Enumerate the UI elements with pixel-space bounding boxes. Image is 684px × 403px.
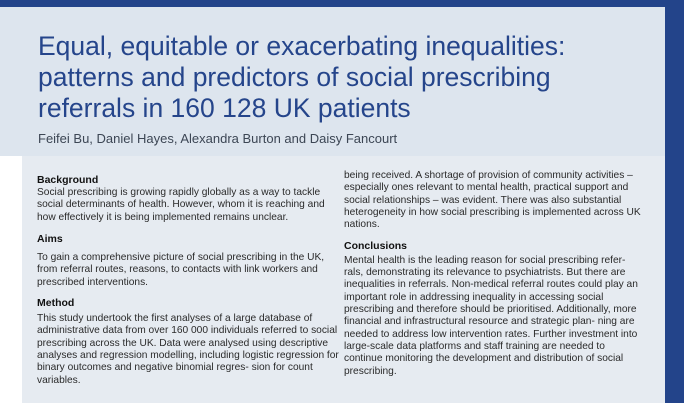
- header-band: [0, 7, 665, 156]
- method-heading: Method: [37, 297, 75, 310]
- background-text: Social prescribing is growing rapidly gl…: [37, 187, 325, 223]
- article-title: Equal, equitable or exacerbating inequal…: [38, 31, 566, 123]
- method-text: This study undertook the first analyses …: [37, 313, 339, 386]
- conclusions-text: Mental health is the leading reason for …: [344, 254, 638, 377]
- abstract-panel: Background Social prescribing is growing…: [22, 156, 665, 403]
- abstract-right-column: being received. A shortage of provision …: [344, 156, 644, 378]
- article-authors: Feifei Bu, Daniel Hayes, Alexandra Burto…: [38, 131, 398, 146]
- abstract-left-column: Background Social prescribing is growing…: [37, 156, 343, 387]
- aims-text: To gain a comprehensive picture of socia…: [37, 252, 325, 288]
- results-continued-text: being received. A shortage of provision …: [344, 170, 641, 231]
- conclusions-heading: Conclusions: [344, 239, 408, 252]
- top-bar: [0, 0, 665, 7]
- side-strip: [665, 0, 684, 403]
- aims-heading: Aims: [37, 233, 63, 246]
- background-heading: Background: [37, 174, 99, 186]
